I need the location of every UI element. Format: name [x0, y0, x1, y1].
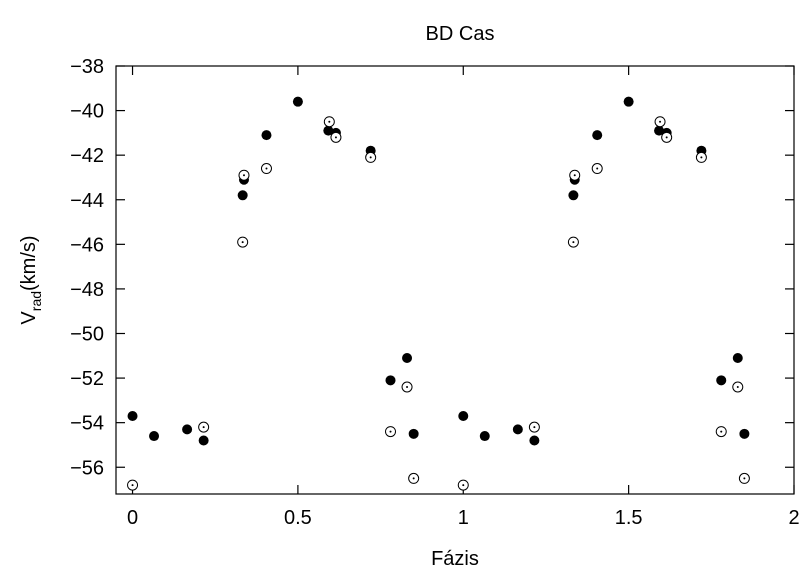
y-axis-label-base: V — [18, 311, 40, 325]
open-point — [732, 381, 744, 393]
y-tick-label: −48 — [70, 279, 104, 301]
open-point — [260, 163, 272, 175]
filled-point — [592, 130, 603, 141]
filled-point — [237, 190, 248, 201]
y-axis-label: Vrad(km/s) — [18, 235, 44, 324]
filled-point — [623, 96, 634, 107]
filled-point — [568, 190, 579, 201]
open-point — [238, 169, 250, 181]
y-tick-label: −46 — [70, 234, 104, 256]
filled-point — [512, 424, 523, 435]
x-axis-label: Fázis — [431, 548, 479, 570]
y-axis-ticks: −56 −54 −52 −50 −48 −46 −44 −42 −40 −38 — [70, 56, 794, 479]
filled-point — [198, 435, 209, 446]
open-point — [654, 116, 666, 128]
y-tick-label: −50 — [70, 324, 104, 346]
open-point — [330, 131, 342, 143]
y-tick-label: −56 — [70, 457, 104, 479]
filled-point — [408, 428, 419, 439]
open-point — [198, 421, 210, 433]
filled-point — [479, 431, 490, 442]
open-point — [591, 163, 603, 175]
open-point — [408, 472, 420, 484]
filled-point — [323, 125, 334, 136]
x-tick-label: 1 — [458, 507, 469, 529]
chart-title: BD Cas — [426, 23, 495, 45]
open-point — [569, 169, 581, 181]
data-points — [127, 96, 750, 491]
x-tick-label: 0 — [127, 507, 138, 529]
open-point — [385, 426, 397, 438]
x-tick-label: 1.5 — [615, 507, 643, 529]
open-point — [237, 236, 249, 248]
x-axis-ticks: 0 0.5 1 1.5 2 — [127, 66, 800, 529]
y-tick-label: −54 — [70, 413, 104, 435]
y-tick-label: −52 — [70, 368, 104, 390]
open-point — [457, 479, 469, 491]
y-axis-label-subscript: rad — [28, 291, 44, 311]
filled-point — [127, 410, 138, 421]
y-tick-label: −42 — [70, 145, 104, 167]
filled-point — [529, 435, 540, 446]
open-point — [661, 131, 673, 143]
y-tick-label: −44 — [70, 190, 104, 212]
filled-point — [716, 375, 727, 386]
filled-point — [261, 130, 272, 141]
y-axis-label-rest: (km/s) — [18, 235, 40, 291]
open-point — [323, 116, 335, 128]
x-tick-label: 2 — [788, 507, 799, 529]
open-point — [127, 479, 139, 491]
filled-point — [458, 410, 469, 421]
open-point — [567, 236, 579, 248]
filled-point — [385, 375, 396, 386]
filled-point — [739, 428, 750, 439]
open-point — [738, 472, 750, 484]
open-point — [365, 151, 377, 163]
open-point — [401, 381, 413, 393]
y-tick-label: −40 — [70, 101, 104, 123]
filled-point — [292, 96, 303, 107]
filled-point — [732, 353, 743, 364]
open-point — [715, 426, 727, 438]
filled-point — [402, 353, 413, 364]
y-tick-label: −38 — [70, 56, 104, 78]
x-tick-label: 0.5 — [284, 507, 312, 529]
open-point — [695, 151, 707, 163]
filled-point — [182, 424, 193, 435]
open-point — [528, 421, 540, 433]
plot-frame — [115, 65, 795, 495]
filled-point — [149, 431, 160, 442]
filled-point — [654, 125, 665, 136]
